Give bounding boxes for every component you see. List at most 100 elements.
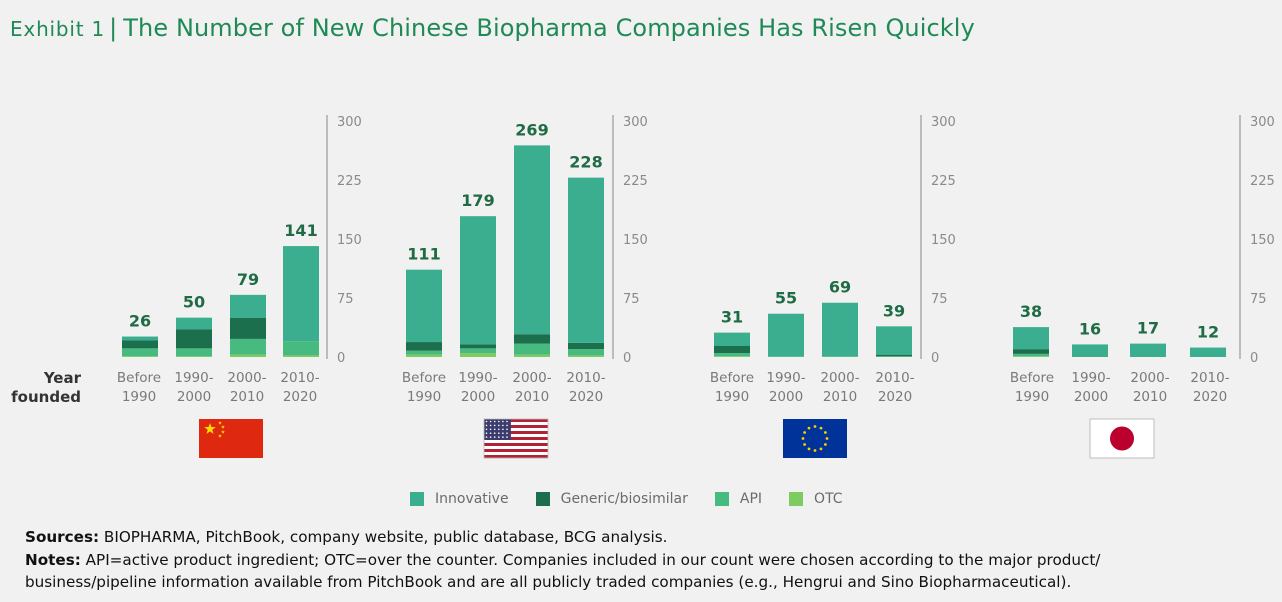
flag-star: [489, 424, 492, 427]
x-tick-label: Before: [402, 370, 446, 386]
legend-label: API: [739, 491, 763, 507]
y-tick-label: 300: [931, 115, 956, 130]
bar-segment-innovative: [1130, 343, 1166, 357]
flag-eu-icon: [783, 419, 847, 458]
bar-total-label: 79: [237, 270, 259, 289]
legend-item: OTC: [789, 491, 843, 507]
x-tick-label: 2010-: [280, 370, 319, 386]
x-tick-label: 2010-: [1190, 370, 1229, 386]
flag-stripe: [484, 440, 548, 444]
x-tick-label: 2000: [1074, 389, 1108, 405]
bar-segment-generic-biosimilar: [176, 329, 212, 349]
flag-star: [506, 424, 508, 427]
flag-stripe: [484, 422, 548, 426]
legend-swatch: [714, 492, 729, 506]
bar-segment-otc: [1013, 356, 1049, 357]
flag-star: [506, 436, 508, 438]
y-tick-label: 300: [623, 115, 648, 130]
sources-label: Sources:: [25, 528, 100, 546]
bar-segment-api: [283, 341, 319, 356]
flag-star: [485, 420, 488, 423]
y-tick-label: 150: [1250, 233, 1275, 248]
bar-segment-innovative: [283, 246, 319, 342]
flag-star: [502, 420, 504, 423]
bar-segment-api: [768, 356, 804, 357]
bar-total-label: 179: [461, 191, 494, 210]
y-tick-label: 225: [931, 174, 956, 189]
legend: Innovative Generic/biosimilar API OTC: [410, 491, 870, 507]
flag-field: [1089, 418, 1155, 459]
y-tick-label: 75: [931, 292, 948, 307]
x-tick-label: 2000: [461, 389, 495, 405]
bar-total-label: 228: [569, 153, 602, 172]
x-tick-label: Before: [710, 370, 754, 386]
flag-star: [813, 425, 817, 428]
panel-japan: 0 75 150 225 300 38 Before 1990 16 1990- 2000 17 200…: [1010, 115, 1275, 459]
bar-segment-otc: [568, 355, 604, 357]
title-separator: |: [109, 14, 118, 42]
notes-label: Notes:: [25, 550, 81, 569]
flag-star: [498, 428, 500, 431]
flag-star: [823, 443, 827, 446]
x-tick-label: 2020: [283, 389, 317, 405]
y-tick-label: 0: [623, 351, 631, 366]
x-tick-label: 2020: [569, 389, 603, 405]
bar-segment-api: [122, 348, 158, 357]
bar-segment-generic-biosimilar: [1013, 349, 1049, 354]
y-tick-label: 300: [1250, 115, 1275, 130]
flag-field: [199, 419, 263, 458]
x-tick-label: 2010-: [566, 370, 605, 386]
bar-segment-otc: [460, 353, 496, 357]
flag-star: [825, 437, 829, 440]
bar-segment-innovative: [876, 326, 912, 355]
notes-line-2: business/pipeline information available …: [25, 571, 1275, 594]
y-tick-label: 225: [337, 174, 362, 189]
bar-segment-innovative: [406, 269, 442, 343]
notes-text-1: API=active product ingredient; OTC=over …: [80, 550, 1101, 569]
flag-stripe: [484, 425, 548, 429]
flag-star: [489, 420, 492, 423]
chart-area: 0 75 150 225 300 26 Before 1990 50 1990- 2000 79 200…: [11, 115, 1275, 459]
bar-segment-generic-biosimilar: [876, 354, 912, 357]
flag-star: [807, 426, 811, 430]
flag-star: [489, 428, 492, 431]
flag-star: [819, 426, 823, 430]
x-tick-label: 1990-: [1071, 370, 1110, 386]
bar-segment-api: [568, 349, 604, 356]
flag-star: [493, 424, 496, 427]
y-tick-label: 150: [623, 233, 648, 248]
flag-star: [803, 443, 807, 446]
x-tick-label: 2020: [878, 389, 912, 405]
bar-total-label: 111: [407, 245, 440, 264]
flag-japan-icon: [1089, 418, 1155, 459]
x-tick-label: 1990-: [766, 370, 805, 386]
x-tick-label: 2000-: [820, 370, 859, 386]
flag-stripe: [484, 434, 548, 438]
flag-star: [489, 436, 492, 438]
y-tick-label: 225: [623, 174, 648, 189]
bar-segment-otc: [176, 356, 212, 357]
y-tick-label: 225: [1250, 174, 1275, 189]
legend-label: Generic/biosimilar: [560, 491, 688, 507]
bar-segment-generic-biosimilar: [406, 342, 442, 351]
flag-usa-icon: [483, 418, 549, 459]
flag-canton: [484, 419, 511, 440]
x-tick-label: 2000-: [512, 370, 551, 386]
y-tick-label: 0: [337, 351, 345, 366]
flag-china-icon: [199, 419, 263, 458]
flag-star: [506, 432, 508, 435]
bar-segment-innovative: [1072, 344, 1108, 357]
bar-segment-generic-biosimilar: [568, 342, 604, 350]
flag-star: [819, 447, 823, 451]
bar-segment-generic-biosimilar: [230, 317, 266, 339]
flag-stripe: [484, 446, 548, 450]
x-tick-label: 2010-: [875, 370, 914, 386]
bar-segment-api: [822, 356, 858, 357]
flag-star: [221, 430, 225, 434]
bar-total-label: 269: [515, 120, 548, 139]
x-tick-label: 1990-: [458, 370, 497, 386]
bar-segment-innovative: [1190, 347, 1226, 357]
x-tick-label: 1990: [1015, 389, 1049, 405]
y-tick-label: 75: [337, 292, 354, 307]
bar-total-label: 55: [775, 289, 797, 308]
